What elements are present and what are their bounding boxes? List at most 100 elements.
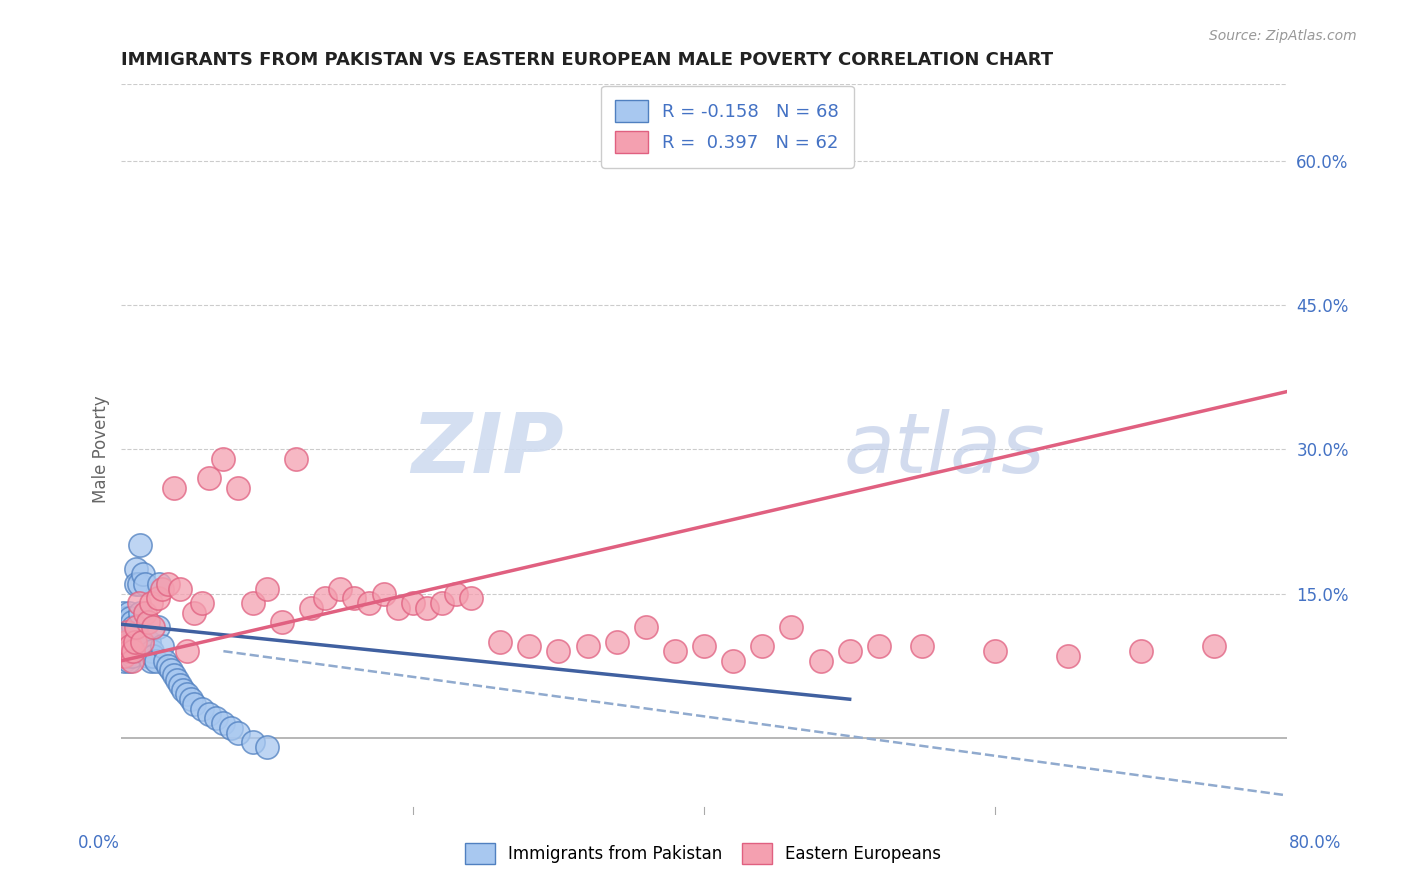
- Point: [150, 582, 173, 596]
- Point: [110, 640, 132, 654]
- Point: [387, 601, 409, 615]
- Point: [160, 664, 183, 678]
- Point: [285, 452, 308, 467]
- Point: [134, 577, 156, 591]
- Point: [118, 654, 141, 668]
- Point: [135, 640, 157, 654]
- Point: [190, 596, 212, 610]
- Point: [120, 640, 142, 654]
- Point: [120, 610, 142, 624]
- Point: [111, 606, 134, 620]
- Point: [120, 644, 142, 658]
- Legend: R = -0.158   N = 68, R =  0.397   N = 62: R = -0.158 N = 68, R = 0.397 N = 62: [600, 86, 853, 168]
- Point: [114, 620, 136, 634]
- Point: [166, 673, 188, 687]
- Point: [721, 654, 744, 668]
- Point: [664, 644, 686, 658]
- Point: [226, 726, 249, 740]
- Point: [1129, 644, 1152, 658]
- Point: [145, 654, 167, 668]
- Point: [127, 624, 149, 639]
- Point: [111, 640, 134, 654]
- Text: Source: ZipAtlas.com: Source: ZipAtlas.com: [1209, 29, 1357, 43]
- Point: [114, 634, 136, 648]
- Point: [634, 620, 657, 634]
- Point: [157, 658, 180, 673]
- Point: [124, 634, 146, 648]
- Point: [299, 601, 322, 615]
- Point: [142, 620, 165, 634]
- Point: [121, 654, 143, 668]
- Point: [576, 640, 599, 654]
- Text: 0.0%: 0.0%: [77, 834, 120, 852]
- Point: [139, 654, 162, 668]
- Point: [446, 586, 468, 600]
- Point: [114, 644, 136, 658]
- Text: atlas: atlas: [844, 409, 1046, 490]
- Point: [357, 596, 380, 610]
- Point: [343, 591, 366, 606]
- Point: [256, 740, 278, 755]
- Point: [911, 640, 934, 654]
- Point: [112, 620, 135, 634]
- Point: [117, 624, 139, 639]
- Point: [402, 596, 425, 610]
- Point: [176, 688, 198, 702]
- Point: [112, 630, 135, 644]
- Point: [139, 596, 162, 610]
- Y-axis label: Male Poverty: Male Poverty: [93, 395, 110, 503]
- Point: [150, 640, 173, 654]
- Point: [219, 721, 242, 735]
- Point: [430, 596, 453, 610]
- Point: [198, 706, 221, 721]
- Point: [212, 452, 235, 467]
- Point: [131, 634, 153, 648]
- Point: [112, 654, 135, 668]
- Point: [110, 644, 132, 658]
- Point: [148, 577, 170, 591]
- Point: [114, 634, 136, 648]
- Point: [172, 682, 194, 697]
- Point: [1057, 648, 1080, 663]
- Point: [1202, 640, 1225, 654]
- Point: [122, 640, 145, 654]
- Point: [183, 606, 205, 620]
- Point: [121, 615, 143, 630]
- Point: [120, 624, 142, 639]
- Point: [111, 630, 134, 644]
- Point: [868, 640, 890, 654]
- Point: [146, 591, 169, 606]
- Point: [129, 538, 152, 552]
- Point: [138, 634, 160, 648]
- Point: [212, 716, 235, 731]
- Point: [256, 582, 278, 596]
- Text: ZIP: ZIP: [412, 409, 564, 490]
- Point: [118, 644, 141, 658]
- Point: [489, 634, 512, 648]
- Point: [121, 648, 143, 663]
- Point: [124, 630, 146, 644]
- Point: [131, 640, 153, 654]
- Point: [112, 640, 135, 654]
- Point: [314, 591, 336, 606]
- Point: [838, 644, 860, 658]
- Text: 80.0%: 80.0%: [1288, 834, 1341, 852]
- Point: [125, 577, 148, 591]
- Point: [128, 596, 150, 610]
- Point: [136, 615, 159, 630]
- Point: [117, 634, 139, 648]
- Point: [190, 702, 212, 716]
- Point: [163, 668, 186, 682]
- Point: [142, 648, 165, 663]
- Point: [121, 634, 143, 648]
- Point: [198, 471, 221, 485]
- Legend: Immigrants from Pakistan, Eastern Europeans: Immigrants from Pakistan, Eastern Europe…: [458, 837, 948, 871]
- Point: [373, 586, 395, 600]
- Point: [157, 577, 180, 591]
- Point: [517, 640, 540, 654]
- Point: [780, 620, 803, 634]
- Point: [183, 697, 205, 711]
- Point: [242, 735, 264, 749]
- Point: [153, 654, 176, 668]
- Point: [751, 640, 773, 654]
